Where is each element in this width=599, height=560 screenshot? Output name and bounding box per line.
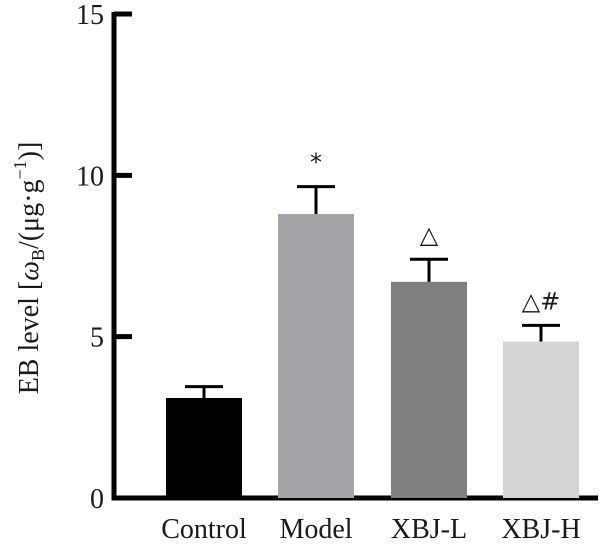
bar-xbj-l: [391, 281, 467, 498]
significance-marker: △: [420, 221, 439, 249]
x-tick-label: Model: [279, 514, 352, 545]
y-axis-label: EB level [ωB/(μg·g−1)]: [10, 142, 48, 395]
x-tick-label: XBJ-H: [501, 514, 580, 545]
significance-marker: △#: [522, 287, 561, 315]
annotations: * △ △#: [310, 149, 560, 316]
error-bars: [185, 185, 560, 398]
category-labels: Control Model XBJ-L XBJ-H: [161, 514, 580, 545]
y-tick-label: 15: [76, 0, 104, 31]
x-tick-label: XBJ-L: [391, 514, 467, 545]
significance-marker: *: [310, 149, 322, 177]
y-ticks: 0 5 10 15: [76, 0, 132, 515]
bar-model: [278, 214, 354, 498]
y-tick-label: 0: [90, 484, 104, 515]
bar-control: [166, 397, 242, 498]
bar-xbj-h: [503, 341, 579, 498]
y-tick-label: 5: [90, 323, 104, 354]
y-tick-label: 10: [76, 161, 104, 192]
x-tick-label: Control: [161, 514, 247, 545]
bars: [166, 214, 579, 498]
